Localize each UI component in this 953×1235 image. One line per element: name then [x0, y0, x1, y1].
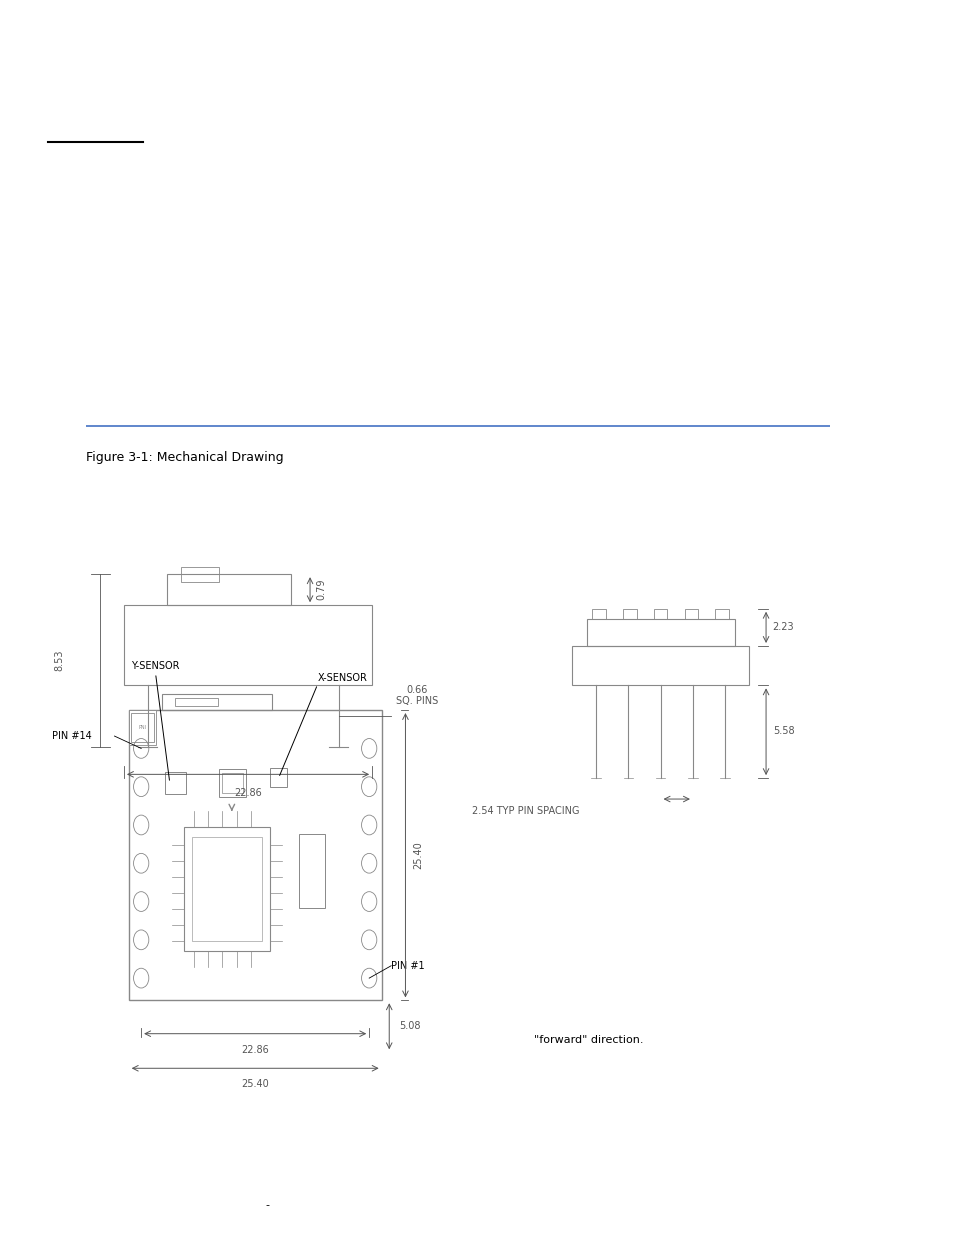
Bar [129, 710, 155, 745]
Text: 2.23: 2.23 [772, 622, 794, 632]
Text: Y-SENSOR: Y-SENSOR [132, 661, 179, 671]
Text: "forward" direction.: "forward" direction. [534, 1035, 643, 1045]
Bar [131, 713, 153, 742]
Text: 2.54 TYP PIN SPACING: 2.54 TYP PIN SPACING [472, 806, 579, 816]
Bar [165, 772, 186, 794]
Bar [586, 619, 734, 646]
Bar [298, 834, 325, 908]
Text: 5.08: 5.08 [398, 1021, 420, 1031]
Bar [162, 694, 272, 710]
Text: 25.40: 25.40 [413, 841, 422, 869]
Bar [192, 837, 262, 941]
Bar [181, 567, 219, 582]
Bar [572, 646, 748, 685]
Bar [270, 768, 287, 787]
Text: 25.40: 25.40 [241, 1079, 269, 1089]
Bar [124, 605, 372, 685]
Text: PIN #14: PIN #14 [52, 731, 92, 741]
Text: PNI: PNI [138, 725, 146, 730]
Text: 0.66
SQ. PINS: 0.66 SQ. PINS [395, 684, 437, 706]
Bar [592, 609, 605, 619]
Bar [222, 773, 243, 793]
Bar [684, 609, 698, 619]
Bar [715, 609, 728, 619]
Bar [622, 609, 636, 619]
Text: X-SENSOR: X-SENSOR [317, 673, 367, 683]
Text: -: - [265, 1200, 269, 1210]
Text: 22.86: 22.86 [241, 1045, 269, 1055]
Text: PIN #1: PIN #1 [391, 961, 424, 971]
Text: 5.58: 5.58 [772, 726, 794, 736]
Bar [653, 609, 666, 619]
Text: 8.53: 8.53 [54, 650, 64, 672]
Bar [174, 698, 217, 706]
Bar [129, 710, 381, 1000]
Text: Figure 3-1: Mechanical Drawing: Figure 3-1: Mechanical Drawing [86, 451, 283, 464]
Text: 22.86: 22.86 [233, 788, 262, 798]
Bar [184, 827, 270, 951]
Bar [219, 769, 246, 797]
Bar [167, 574, 291, 605]
Text: 0.79: 0.79 [316, 579, 326, 600]
